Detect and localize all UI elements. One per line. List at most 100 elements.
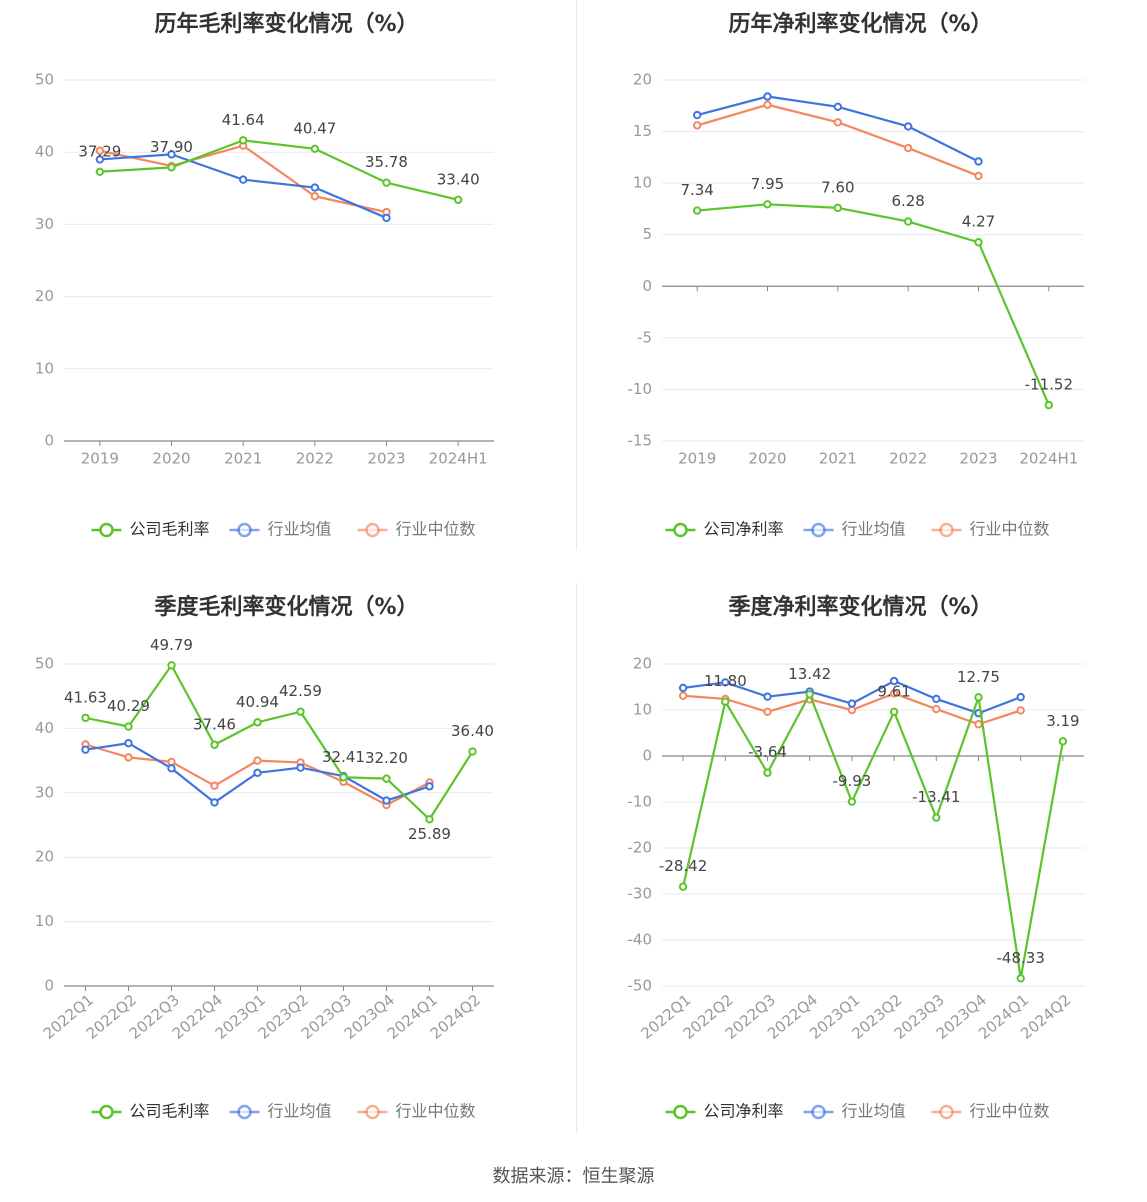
y-tick-label: 20 bbox=[633, 655, 652, 673]
data-label: 3.19 bbox=[1046, 712, 1079, 730]
legend-label: 行业中位数 bbox=[970, 520, 1050, 539]
data-point-industry_avg bbox=[81, 745, 90, 754]
legend-circle-icon bbox=[939, 1104, 954, 1120]
x-tick-label: 2023 bbox=[367, 450, 405, 468]
data-label: 36.40 bbox=[451, 722, 494, 740]
data-point-industry_median bbox=[763, 100, 772, 109]
data-label: 37.29 bbox=[78, 142, 121, 160]
chart-annual-net-margin: 历年净利率变化情况（%） -15 -10 -5 0 5 10 15 20 2019 2020 2021… bbox=[628, 11, 1084, 539]
data-point-company bbox=[1044, 400, 1054, 410]
data-label: 40.94 bbox=[236, 693, 279, 711]
data-point-industry_avg bbox=[763, 92, 772, 101]
x-tick-label: 2022 bbox=[296, 450, 334, 468]
data-label: 9.61 bbox=[877, 682, 910, 700]
data-label: 37.46 bbox=[193, 715, 236, 733]
data-label: -28.42 bbox=[659, 857, 707, 875]
data-label: 35.78 bbox=[365, 153, 408, 171]
data-point-industry_median bbox=[210, 781, 219, 790]
legend-circle-icon bbox=[811, 522, 826, 538]
legend-circle-icon bbox=[99, 1104, 114, 1120]
data-point-company bbox=[721, 697, 730, 706]
y-tick-label: 0 bbox=[642, 277, 652, 295]
y-tick-label: 20 bbox=[35, 287, 54, 305]
data-source-note: 数据来源：恒生聚源 bbox=[492, 1166, 655, 1187]
y-tick-label: -15 bbox=[628, 432, 653, 450]
data-point-industry_avg bbox=[167, 764, 176, 773]
y-tick-label: -40 bbox=[628, 931, 653, 949]
data-point-industry_avg bbox=[678, 683, 688, 693]
chart-title: 历年净利率变化情况（%） bbox=[728, 11, 992, 37]
data-point-industry_avg bbox=[95, 155, 105, 164]
data-point-industry_avg bbox=[974, 157, 983, 166]
data-point-industry_median bbox=[833, 118, 843, 127]
data-point-industry_median bbox=[974, 171, 983, 181]
legend-label: 行业中位数 bbox=[396, 520, 476, 539]
data-label: 37.90 bbox=[150, 138, 193, 156]
series-line-company bbox=[682, 693, 1064, 980]
chart-panel-quarterly-net-margin: 季度净利率变化情况（%） -50 -40 -30 -20 -10 0 10 20 2022Q1 20… bbox=[574, 583, 1147, 1166]
x-tick-label: 2021 bbox=[224, 450, 262, 468]
y-tick-label: -20 bbox=[628, 839, 653, 857]
data-label: 4.27 bbox=[962, 213, 995, 231]
panel-divider-bottom bbox=[576, 583, 577, 1133]
data-point-company bbox=[167, 163, 176, 172]
legend-label: 公司净利率 bbox=[704, 1102, 784, 1121]
y-tick-label: 10 bbox=[633, 701, 652, 719]
legend-label: 公司毛利率 bbox=[130, 520, 210, 539]
data-label: 40.29 bbox=[107, 697, 150, 715]
x-tick-label: 2023 bbox=[959, 450, 997, 468]
data-point-industry_avg bbox=[425, 782, 434, 791]
data-point-company bbox=[974, 238, 983, 247]
legend-label: 行业均值 bbox=[268, 1102, 332, 1121]
y-tick-label: 10 bbox=[35, 912, 54, 930]
legend-circle-icon bbox=[237, 1104, 252, 1120]
y-tick-label: 10 bbox=[633, 174, 652, 192]
data-point-industry_avg bbox=[833, 102, 843, 112]
data-point-company bbox=[1016, 974, 1025, 983]
y-tick-label: 30 bbox=[35, 215, 54, 233]
x-tick-label: 2019 bbox=[678, 450, 716, 468]
data-point-industry_avg bbox=[296, 763, 305, 772]
data-point-company bbox=[453, 195, 463, 205]
data-label: -48.33 bbox=[997, 949, 1045, 967]
data-label: 42.59 bbox=[279, 682, 322, 700]
data-point-industry_avg bbox=[253, 768, 262, 778]
chart-quarterly-gross-margin: 季度毛利率变化情况（%）010203040502022Q12022Q22022Q… bbox=[35, 594, 494, 1121]
data-point-company bbox=[425, 815, 434, 824]
x-tick-label: 2019 bbox=[81, 450, 119, 468]
data-point-company bbox=[468, 747, 477, 756]
series-line-company bbox=[85, 664, 474, 821]
data-label: 12.75 bbox=[957, 668, 1000, 686]
data-label: 32.20 bbox=[365, 749, 408, 767]
data-label: 41.64 bbox=[222, 111, 265, 129]
data-point-company bbox=[238, 136, 248, 145]
data-label: 7.34 bbox=[680, 181, 713, 199]
data-point-company bbox=[382, 178, 391, 187]
legend-circle-icon bbox=[365, 1104, 380, 1120]
data-label: 13.42 bbox=[788, 665, 831, 683]
y-tick-label: 0 bbox=[44, 432, 54, 450]
data-point-company bbox=[296, 707, 305, 716]
data-point-company bbox=[805, 690, 814, 699]
x-tick-label: 2024H1 bbox=[1019, 450, 1078, 468]
y-tick-label: -5 bbox=[637, 328, 652, 346]
y-tick-label: 40 bbox=[35, 143, 54, 161]
chart-panel-quarterly-gross-margin: 季度毛利率变化情况（%） 0 10 20 30 40 50 2022Q1 2022Q2 2022Q… bbox=[0, 583, 573, 1166]
data-label: 33.40 bbox=[437, 170, 480, 188]
x-tick-label: 2024H1 bbox=[429, 450, 488, 468]
x-tick-label: 2021 bbox=[819, 450, 857, 468]
data-label: 11.80 bbox=[704, 672, 747, 690]
chart-title: 历年毛利率变化情况（%） bbox=[154, 11, 418, 37]
data-point-industry_median bbox=[124, 753, 133, 762]
data-point-industry_avg bbox=[721, 678, 730, 687]
chart-title: 季度净利率变化情况（%） bbox=[728, 594, 992, 620]
y-tick-label: 40 bbox=[35, 719, 54, 737]
legend-label: 公司净利率 bbox=[704, 520, 784, 539]
data-point-company bbox=[210, 740, 219, 749]
legend-circle-icon bbox=[673, 1104, 688, 1120]
data-point-industry_median bbox=[167, 757, 176, 767]
legend-label: 公司毛利率 bbox=[130, 1102, 210, 1121]
data-point-company bbox=[253, 718, 262, 727]
legend-label: 行业均值 bbox=[842, 520, 906, 539]
data-point-industry_median bbox=[889, 689, 899, 698]
